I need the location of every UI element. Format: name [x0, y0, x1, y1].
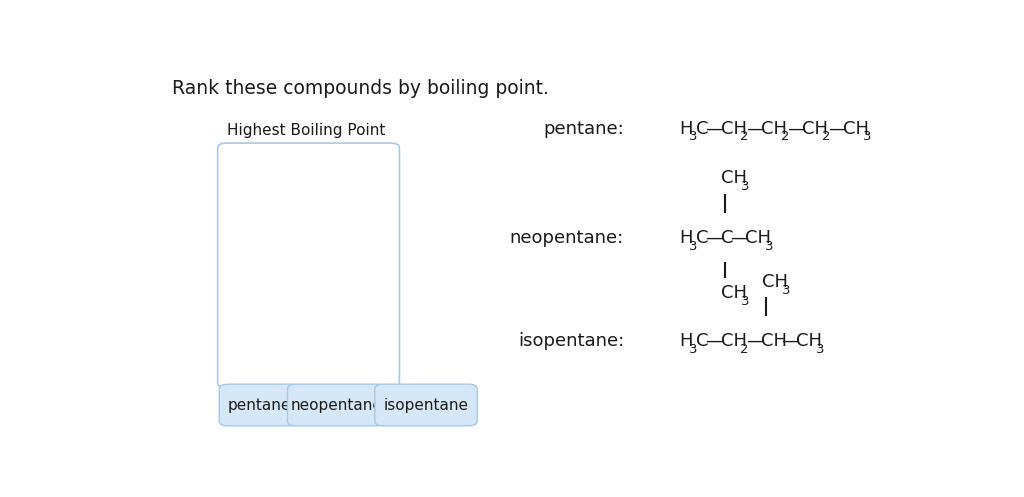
FancyBboxPatch shape: [375, 384, 477, 426]
Text: C: C: [695, 332, 709, 350]
Text: CH: CH: [762, 332, 787, 350]
Text: CH: CH: [721, 169, 748, 187]
Text: H: H: [680, 332, 693, 350]
Text: —: —: [746, 119, 765, 138]
Text: 3: 3: [765, 240, 773, 252]
Text: 2: 2: [781, 130, 790, 144]
Text: isopentane:: isopentane:: [518, 332, 624, 350]
Text: C: C: [695, 119, 709, 138]
Text: 3: 3: [689, 240, 697, 252]
Text: 3: 3: [689, 343, 697, 356]
Text: —: —: [787, 119, 806, 138]
Text: —: —: [706, 229, 724, 247]
Text: C: C: [695, 229, 709, 247]
Text: Highest Boiling Point: Highest Boiling Point: [227, 123, 386, 138]
Text: —: —: [706, 119, 724, 138]
Text: —: —: [730, 229, 749, 247]
FancyBboxPatch shape: [218, 143, 399, 388]
Text: H: H: [680, 229, 693, 247]
Text: 3: 3: [689, 130, 697, 144]
Text: neopentane: neopentane: [291, 398, 383, 413]
Text: —: —: [706, 332, 724, 350]
Text: CH: CH: [762, 272, 788, 291]
Text: 2: 2: [822, 130, 830, 144]
Text: 2: 2: [740, 343, 749, 356]
Text: 3: 3: [741, 180, 750, 193]
Text: —: —: [781, 332, 799, 350]
Text: pentane: pentane: [228, 398, 292, 413]
Text: Rank these compounds by boiling point.: Rank these compounds by boiling point.: [172, 79, 549, 98]
FancyBboxPatch shape: [288, 384, 386, 426]
Text: —: —: [828, 119, 847, 138]
Text: 3: 3: [782, 283, 791, 297]
Text: 3: 3: [863, 130, 871, 144]
Text: neopentane:: neopentane:: [510, 229, 624, 247]
Text: CH: CH: [745, 229, 771, 247]
FancyBboxPatch shape: [219, 384, 300, 426]
Text: pentane:: pentane:: [544, 119, 624, 138]
Text: C: C: [721, 229, 733, 247]
Text: CH: CH: [803, 119, 828, 138]
Text: CH: CH: [844, 119, 869, 138]
Text: 2: 2: [740, 130, 749, 144]
Text: CH: CH: [721, 119, 746, 138]
Text: CH: CH: [762, 119, 787, 138]
Text: isopentane: isopentane: [384, 398, 469, 413]
Text: Lowest Boiling Point: Lowest Boiling Point: [227, 393, 381, 408]
Text: —: —: [746, 332, 765, 350]
Text: CH: CH: [796, 332, 822, 350]
Text: CH: CH: [721, 284, 748, 302]
Text: CH: CH: [721, 332, 746, 350]
Text: H: H: [680, 119, 693, 138]
Text: 3: 3: [741, 295, 750, 308]
Text: 3: 3: [816, 343, 824, 356]
